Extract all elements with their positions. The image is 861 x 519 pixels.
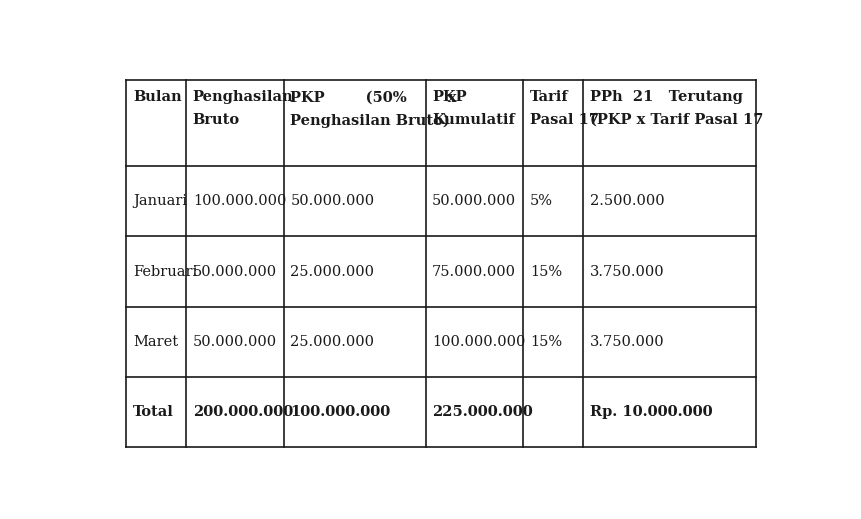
Text: Rp. 10.000.000: Rp. 10.000.000 <box>590 405 712 419</box>
Text: 200.000.000: 200.000.000 <box>193 405 293 419</box>
Text: 15%: 15% <box>530 265 562 279</box>
Text: PKP        (50%        x
Penghasilan Bruto): PKP (50% x Penghasilan Bruto) <box>290 90 457 128</box>
Text: 5%: 5% <box>530 195 553 209</box>
Text: Total: Total <box>133 405 174 419</box>
Text: 50.000.000: 50.000.000 <box>290 195 375 209</box>
Text: PKP
Kumulatif: PKP Kumulatif <box>432 90 515 127</box>
Text: 3.750.000: 3.750.000 <box>590 265 665 279</box>
Text: 50.000.000: 50.000.000 <box>193 335 277 349</box>
Text: 75.000.000: 75.000.000 <box>432 265 517 279</box>
Text: 50.000.000: 50.000.000 <box>432 195 517 209</box>
Text: Bulan: Bulan <box>133 90 182 104</box>
Text: 15%: 15% <box>530 335 562 349</box>
Text: 100.000.000: 100.000.000 <box>193 195 286 209</box>
Text: 2.500.000: 2.500.000 <box>590 195 665 209</box>
Text: Februari: Februari <box>133 265 197 279</box>
Text: Penghasilan
Bruto: Penghasilan Bruto <box>193 90 294 127</box>
Text: Maret: Maret <box>133 335 178 349</box>
Text: Tarif
Pasal 17: Tarif Pasal 17 <box>530 90 598 127</box>
Text: 25.000.000: 25.000.000 <box>290 335 375 349</box>
Text: PPh  21   Terutang
(PKP x Tarif Pasal 17: PPh 21 Terutang (PKP x Tarif Pasal 17 <box>590 90 763 127</box>
Text: 25.000.000: 25.000.000 <box>290 265 375 279</box>
Text: 100.000.000: 100.000.000 <box>290 405 391 419</box>
Text: 100.000.000: 100.000.000 <box>432 335 525 349</box>
Text: 50.000.000: 50.000.000 <box>193 265 277 279</box>
Text: 225.000.000: 225.000.000 <box>432 405 533 419</box>
Text: 3.750.000: 3.750.000 <box>590 335 665 349</box>
Text: Januari: Januari <box>133 195 187 209</box>
